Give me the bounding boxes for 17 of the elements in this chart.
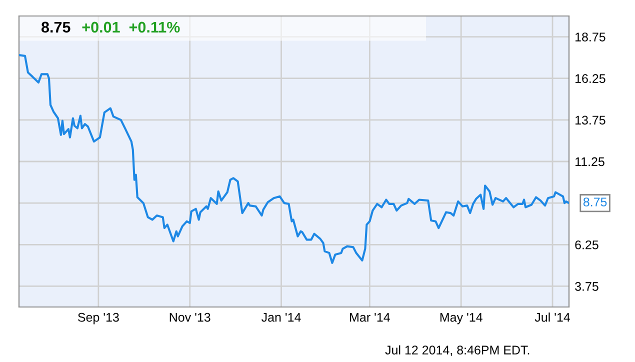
- text: Jul 12 2014, 8:46PM EDT.: [385, 345, 530, 356]
- x-tick-label: Sep '13: [78, 312, 119, 324]
- y-tick-label: 11.25: [576, 157, 604, 166]
- annotation: 8.75: [583, 198, 607, 206]
- y-tick-label: 13.75: [576, 116, 606, 125]
- chart-subtitle: +0.01 +0.11%: [82, 22, 180, 33]
- line-series: [19, 54, 569, 264]
- x-tick-label: Jul '14: [534, 312, 570, 322]
- x-tick-label: Nov '13: [170, 312, 210, 322]
- y-tick-label: 16.25: [576, 74, 606, 84]
- x-tick-label: Jan '14: [262, 313, 301, 322]
- chart-title: 8.75: [41, 22, 70, 33]
- y-tick-label: 3.75: [575, 282, 598, 291]
- y-tick-label: 6.25: [575, 240, 598, 250]
- x-tick-label: May '14: [440, 313, 482, 324]
- x-tick-label: Mar '14: [350, 313, 390, 322]
- y-tick-label: 18.75: [576, 32, 606, 42]
